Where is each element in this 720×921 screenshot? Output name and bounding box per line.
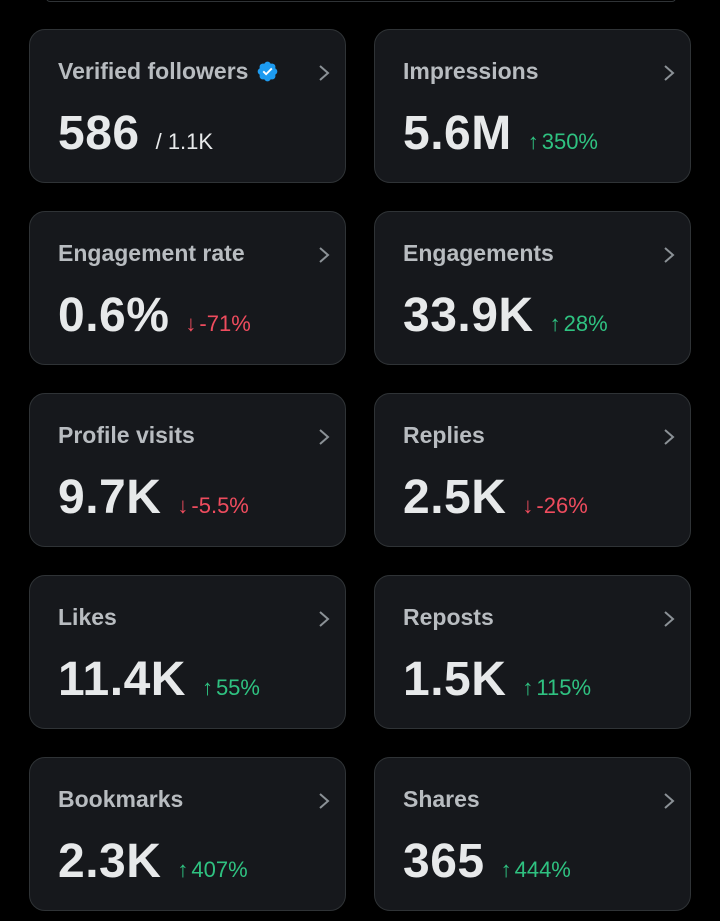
arrow-up-icon: ↑ (549, 311, 561, 336)
metrics-grid: Verified followers 586 / 1.1K Impression… (29, 29, 691, 911)
chevron-right-icon (319, 793, 330, 809)
top-panel-edge (46, 0, 676, 2)
metric-value: 9.7K (58, 471, 162, 524)
metric-card-verified-followers[interactable]: Verified followers 586 / 1.1K (29, 29, 346, 183)
change-value: -26% (536, 493, 588, 518)
chevron-right-icon (664, 247, 675, 263)
metric-card-shares[interactable]: Shares 365 ↑ 444% (374, 757, 691, 911)
value-row: 5.6M ↑ 350% (403, 106, 598, 161)
card-label: Reposts (403, 604, 494, 630)
value-row: 1.5K ↑ 115% (403, 652, 591, 707)
card-label: Impressions (403, 58, 539, 84)
value-row: 33.9K ↑ 28% (403, 288, 608, 343)
metric-change: ↑ 55% (202, 675, 260, 701)
metric-value: 11.4K (58, 653, 186, 706)
metric-change: ↑ 28% (550, 311, 608, 337)
change-value: 55% (215, 675, 260, 700)
arrow-down-icon: ↓ (522, 493, 534, 518)
card-label: Verified followers (58, 58, 249, 84)
metric-value: 365 (403, 835, 485, 888)
chevron-right-icon (664, 793, 675, 809)
metric-change: ↑ 444% (501, 857, 571, 883)
metric-change: ↑ 350% (528, 129, 598, 155)
metric-value: 0.6% (58, 289, 170, 342)
arrow-down-icon: ↓ (177, 493, 189, 518)
metric-value: 33.9K (403, 289, 534, 342)
metric-change: ↑ 407% (177, 857, 247, 883)
metric-card-impressions[interactable]: Impressions 5.6M ↑ 350% (374, 29, 691, 183)
card-label: Engagements (403, 240, 554, 266)
arrow-up-icon: ↑ (177, 857, 189, 882)
metric-change: ↓ -26% (522, 493, 587, 519)
card-label: Likes (58, 604, 117, 630)
metric-value: 586 (58, 107, 140, 160)
arrow-up-icon: ↑ (522, 675, 534, 700)
metric-card-engagements[interactable]: Engagements 33.9K ↑ 28% (374, 211, 691, 365)
card-label-wrap: Verified followers (58, 58, 279, 85)
metric-card-likes[interactable]: Likes 11.4K ↑ 55% (29, 575, 346, 729)
card-label: Engagement rate (58, 240, 245, 266)
value-row: 11.4K ↑ 55% (58, 652, 260, 707)
metric-change: ↑ 115% (522, 675, 591, 701)
metric-card-engagement-rate[interactable]: Engagement rate 0.6% ↓ -71% (29, 211, 346, 365)
value-row: 9.7K ↓ -5.5% (58, 470, 249, 525)
chevron-right-icon (664, 65, 675, 81)
metric-value: 1.5K (403, 653, 507, 706)
metric-card-bookmarks[interactable]: Bookmarks 2.3K ↑ 407% (29, 757, 346, 911)
metric-card-reposts[interactable]: Reposts 1.5K ↑ 115% (374, 575, 691, 729)
arrow-up-icon: ↑ (500, 857, 512, 882)
chevron-right-icon (319, 611, 330, 627)
card-label: Replies (403, 422, 485, 448)
change-value: 407% (191, 857, 248, 882)
card-label: Bookmarks (58, 786, 184, 812)
verified-badge-icon (258, 61, 278, 82)
value-row: 2.5K ↓ -26% (403, 470, 588, 525)
chevron-right-icon (319, 429, 330, 445)
value-row: 586 / 1.1K (58, 106, 213, 161)
metric-card-replies[interactable]: Replies 2.5K ↓ -26% (374, 393, 691, 547)
value-row: 0.6% ↓ -71% (58, 288, 251, 343)
change-value: -5.5% (191, 493, 249, 518)
change-value: 444% (514, 857, 571, 882)
arrow-up-icon: ↑ (201, 675, 213, 700)
metric-change: ↓ -5.5% (177, 493, 248, 519)
metric-value: 5.6M (403, 107, 512, 160)
change-value: 115% (536, 675, 592, 700)
change-value: 28% (563, 311, 608, 336)
chevron-right-icon (664, 611, 675, 627)
change-value: -71% (199, 311, 251, 336)
arrow-down-icon: ↓ (185, 311, 197, 336)
value-row: 365 ↑ 444% (403, 834, 571, 889)
metric-total: / 1.1K (155, 129, 214, 154)
card-label: Profile visits (58, 422, 195, 448)
chevron-right-icon (319, 65, 330, 81)
chevron-right-icon (664, 429, 675, 445)
arrow-up-icon: ↑ (527, 129, 539, 154)
metric-card-profile-visits[interactable]: Profile visits 9.7K ↓ -5.5% (29, 393, 346, 547)
metric-change: ↓ -71% (185, 311, 250, 337)
metric-value: 2.3K (58, 835, 162, 888)
chevron-right-icon (319, 247, 330, 263)
value-row: 2.3K ↑ 407% (58, 834, 248, 889)
card-label: Shares (403, 786, 480, 812)
change-value: 350% (541, 129, 598, 154)
metric-value: 2.5K (403, 471, 507, 524)
